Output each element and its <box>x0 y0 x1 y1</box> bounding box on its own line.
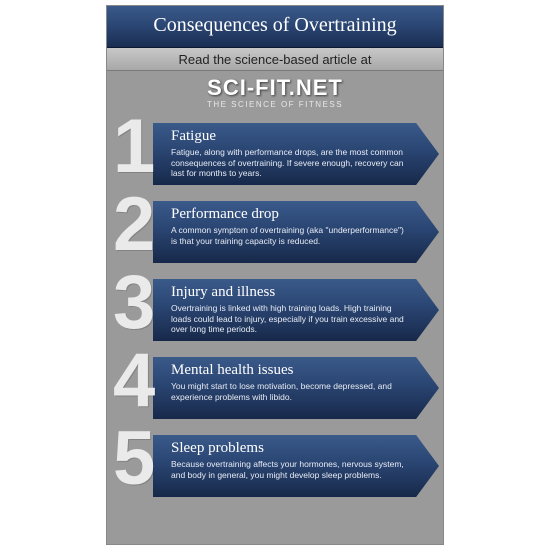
chevron-panel: Injury and illness Overtraining is linke… <box>153 279 439 341</box>
item-desc: Because overtraining affects your hormon… <box>171 459 405 480</box>
item-number: 4 <box>113 343 155 419</box>
item-number: 1 <box>113 109 155 185</box>
list-item: 4 Mental health issues You might start t… <box>107 351 443 426</box>
brand-name: SCI-FIT.NET <box>107 75 443 101</box>
item-desc: Overtraining is linked with high trainin… <box>171 303 405 335</box>
brand-block: SCI-FIT.NET THE SCIENCE OF FITNESS <box>107 71 443 115</box>
chevron-content: Mental health issues You might start to … <box>171 362 405 414</box>
item-number: 2 <box>113 187 155 263</box>
item-number: 5 <box>113 421 155 497</box>
list-item: 3 Injury and illness Overtraining is lin… <box>107 273 443 348</box>
item-title: Fatigue <box>171 128 405 145</box>
chevron-content: Sleep problems Because overtraining affe… <box>171 440 405 492</box>
item-title: Injury and illness <box>171 284 405 301</box>
items-list: 1 Fatigue Fatigue, along with performanc… <box>107 115 443 513</box>
item-title: Sleep problems <box>171 440 405 457</box>
header-banner: Consequences of Overtraining <box>107 6 443 48</box>
infographic-card: Consequences of Overtraining Read the sc… <box>106 5 444 545</box>
chevron-panel: Mental health issues You might start to … <box>153 357 439 419</box>
chevron-panel: Fatigue Fatigue, along with performance … <box>153 123 439 185</box>
item-desc: Fatigue, along with performance drops, a… <box>171 147 405 179</box>
item-number: 3 <box>113 265 155 341</box>
chevron-panel: Sleep problems Because overtraining affe… <box>153 435 439 497</box>
brand-tagline: THE SCIENCE OF FITNESS <box>107 100 443 109</box>
page-title: Consequences of Overtraining <box>153 14 396 36</box>
item-title: Mental health issues <box>171 362 405 379</box>
list-item: 2 Performance drop A common symptom of o… <box>107 195 443 270</box>
chevron-content: Performance drop A common symptom of ove… <box>171 206 405 258</box>
list-item: 1 Fatigue Fatigue, along with performanc… <box>107 117 443 192</box>
chevron-panel: Performance drop A common symptom of ove… <box>153 201 439 263</box>
chevron-content: Fatigue Fatigue, along with performance … <box>171 128 405 180</box>
chevron-content: Injury and illness Overtraining is linke… <box>171 284 405 336</box>
item-desc: You might start to lose motivation, beco… <box>171 381 405 402</box>
list-item: 5 Sleep problems Because overtraining af… <box>107 429 443 504</box>
subheader-text: Read the science-based article at <box>179 52 372 67</box>
subheader-bar: Read the science-based article at <box>107 48 443 71</box>
item-title: Performance drop <box>171 206 405 223</box>
item-desc: A common symptom of overtraining (aka "u… <box>171 225 405 246</box>
